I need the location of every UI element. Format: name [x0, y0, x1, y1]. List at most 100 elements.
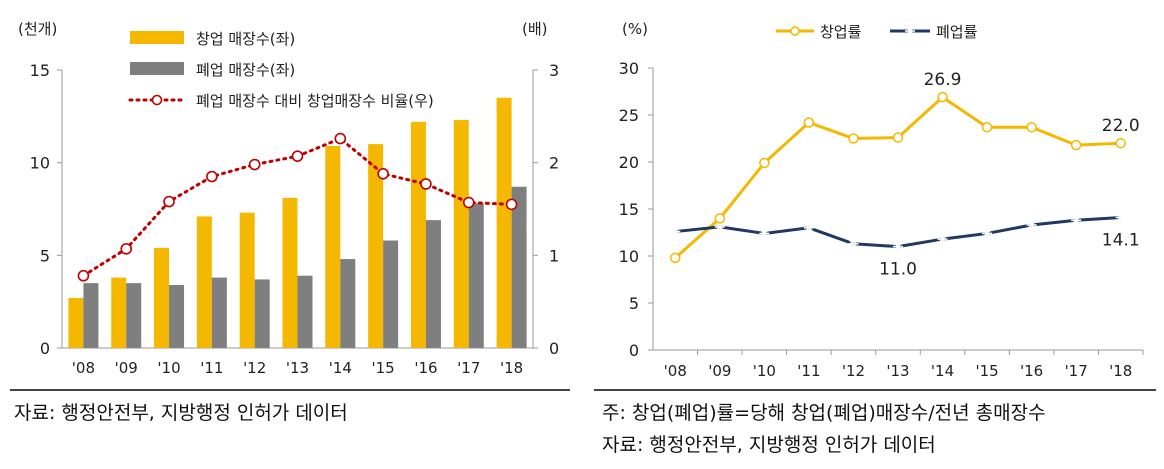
x-tick-label: '15 [975, 362, 998, 380]
x-tick-label: '12 [842, 362, 865, 380]
right-tick-label: 1 [549, 246, 559, 265]
right-axis-unit: (배) [522, 20, 548, 38]
startup-rate-point [892, 132, 904, 143]
ratio-point [163, 195, 175, 208]
right-source: 자료: 행정안전부, 지방행정 인허가 데이터 [602, 434, 936, 456]
closure-bar [383, 240, 399, 348]
x-tick-label: '11 [200, 359, 223, 377]
x-tick-label: '14 [931, 362, 954, 380]
x-tick-label: '17 [457, 359, 480, 377]
startup-rate-point [670, 252, 681, 264]
legend-label-closure: 폐업률 [936, 23, 978, 41]
x-tick-label: '15 [372, 359, 395, 377]
y-tick-label: 20 [619, 153, 639, 172]
startup-bar [196, 216, 212, 348]
left-tick-label: 15 [30, 61, 50, 80]
startup-bar [282, 197, 298, 348]
startup-bar [239, 212, 255, 348]
x-tick-label: '10 [157, 359, 180, 377]
left-divider [10, 389, 570, 391]
left-tick-label: 5 [40, 246, 50, 265]
y-axis-unit: (%) [622, 20, 648, 38]
ratio-point [420, 178, 432, 190]
legend-label-closure: 폐업 매장수(좌) [196, 61, 295, 79]
closure-bar [126, 283, 142, 348]
closure-bar [211, 277, 227, 348]
closure-rate-point [1026, 220, 1037, 230]
legend-swatch-startup [130, 31, 184, 44]
startup-rate-point [1070, 139, 1082, 151]
closure-rate-point [937, 235, 948, 244]
closure-rate-point [803, 223, 814, 232]
right-chart-panel: (%) 0 5 10 15 20 25 30 '08 '09 '10 '11 '12 '13 '14 '15 '… [588, 0, 1164, 469]
y-tick-label: 25 [619, 106, 639, 125]
x-tick-label: '16 [414, 359, 437, 377]
closure-rate-point [982, 229, 993, 238]
closure-rate-point [1115, 213, 1126, 222]
x-tick-label: '08 [664, 362, 687, 380]
y-tick-label: 10 [619, 247, 639, 266]
left-tick-label: 10 [30, 154, 50, 173]
closure-rate-point [893, 242, 903, 251]
ratio-point [334, 132, 347, 145]
right-tick-label: 3 [549, 61, 559, 80]
x-tick-label: '16 [1020, 362, 1043, 380]
closure-bar [83, 283, 99, 348]
startup-rate-line [674, 95, 1121, 260]
startup-bar [368, 144, 384, 348]
legend-swatch-closure [130, 62, 184, 75]
ratio-point [377, 167, 389, 180]
y-tick-label: 15 [619, 200, 639, 219]
legend-label-ratio: 폐업 매장수 대비 창업매장수 비율(우) [196, 92, 434, 110]
y-tick-label: 0 [629, 341, 639, 360]
ratio-point [462, 196, 475, 209]
startup-bar [453, 120, 469, 348]
x-tick-label: '09 [115, 359, 138, 377]
x-tick-label: '14 [329, 359, 352, 377]
legend-label-startup: 창업 매장수(좌) [196, 30, 295, 48]
ratio-point [77, 269, 90, 282]
data-label: 11.0 [879, 260, 917, 280]
startup-bar [410, 121, 426, 348]
startup-rate-point [1115, 137, 1126, 149]
closure-bar [254, 279, 270, 348]
startup-rate-point [937, 91, 948, 103]
closure-rate-point [848, 239, 859, 248]
closure-bar [169, 284, 185, 348]
ratio-point [120, 243, 133, 255]
x-tick-label: '13 [886, 362, 909, 380]
closure-bar [468, 203, 484, 348]
legend-marker-ratio [151, 94, 163, 106]
left-chart: (천개) (배) 0 5 10 15 0 1 2 3 '08 '09 '10 '11 '12 '13 '14 '1… [18, 20, 559, 377]
closure-rate-point [759, 229, 770, 238]
left-source: 자료: 행정안전부, 지방행정 인허가 데이터 [14, 402, 348, 424]
y-tick-label: 5 [629, 294, 639, 313]
closure-rate-point [714, 222, 725, 231]
data-label: 22.0 [1102, 116, 1140, 136]
x-tick-label: '11 [797, 362, 820, 380]
data-label: 14.1 [1102, 230, 1140, 250]
startup-bar [154, 247, 170, 348]
legend-label-startup: 창업률 [820, 23, 862, 41]
ratio-point [291, 150, 304, 162]
closure-rate-point [670, 227, 681, 236]
closure-bar [297, 275, 313, 348]
startup-bar [325, 145, 341, 348]
startup-rate-point [714, 213, 726, 224]
legend-marker-startup [790, 26, 800, 36]
startup-rate-point [981, 121, 993, 133]
closure-bar [511, 186, 527, 348]
x-tick-label: '09 [708, 362, 731, 380]
right-note: 주: 창업(폐업)률=당해 창업(폐업)매장수/전년 총매장수 [602, 402, 1046, 424]
right-tick-label: 2 [549, 154, 559, 173]
startup-bar [111, 277, 127, 348]
closure-bar [340, 259, 356, 348]
closure-rate-point [1071, 216, 1082, 225]
startup-rate-point [803, 117, 815, 128]
x-tick-label: '13 [286, 359, 309, 377]
ratio-point [505, 198, 518, 211]
x-tick-label: '17 [1065, 362, 1088, 380]
x-tick-label: '12 [243, 359, 266, 377]
x-tick-label: '18 [500, 359, 523, 377]
startup-rate-point [759, 157, 770, 169]
